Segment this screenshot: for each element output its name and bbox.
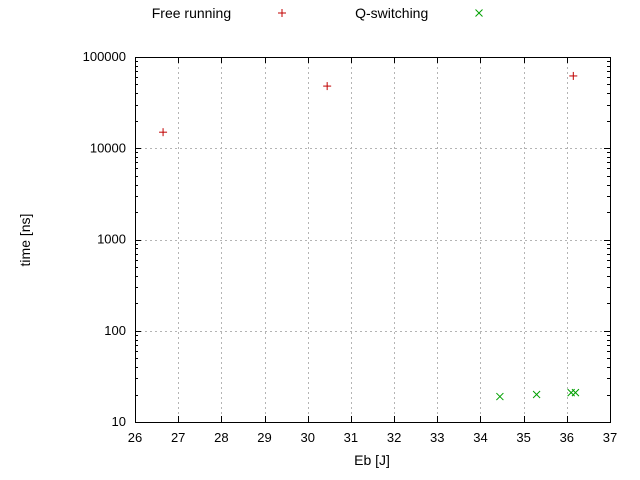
legend-item-q-switching: Q-switching [355,5,488,21]
series-q-switching [496,388,580,401]
x-tick-label: 33 [430,430,444,445]
y-tick-label: 10 [112,414,126,429]
y-tick-label: 10000 [90,140,126,155]
x-tick-label: 37 [603,430,617,445]
x-axis-label: Eb [J] [354,452,390,468]
cross-marker-icon [475,9,484,17]
data-point [532,390,541,399]
plot-border [135,57,611,423]
x-tick-label: 27 [171,430,185,445]
y-axis-label: time [ns] [17,213,33,267]
legend-label-free-running: Free running [151,5,232,21]
y-tick-label: 100000 [83,49,126,64]
data-point [496,392,504,401]
x-tick-label: 35 [516,430,530,445]
legend-label-q-switching: Q-switching [355,5,429,21]
x-tick-label: 28 [214,430,228,445]
legend: Free running Q-switching [0,5,640,21]
x-tick-label: 32 [387,430,401,445]
x-tick-label: 36 [560,430,574,445]
y-tick-label: 100 [104,323,126,338]
legend-item-free-running: Free running [152,5,291,21]
data-point [159,128,168,137]
data-point [569,71,578,80]
x-tick-label: 26 [128,430,142,445]
data-point [571,388,580,397]
y-tick-label: 1000 [97,232,126,247]
plus-marker-icon [278,9,287,17]
series-free-running [159,71,578,137]
data-point [323,82,332,91]
x-tick-label: 31 [344,430,358,445]
x-tick-label: 30 [300,430,314,445]
x-tick-label: 29 [257,430,271,445]
x-tick-label: 34 [473,430,487,445]
